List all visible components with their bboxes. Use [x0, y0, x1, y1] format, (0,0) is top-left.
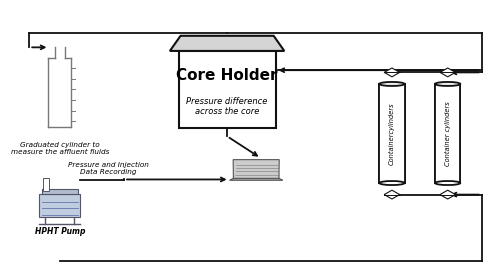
Bar [43, 178, 49, 191]
Polygon shape [384, 190, 400, 199]
Bar [380, 84, 404, 183]
Text: Core Holder: Core Holder [176, 68, 278, 83]
Bar [39, 194, 80, 217]
Ellipse shape [380, 181, 404, 185]
Text: Pressure and Injection
Data Recording: Pressure and Injection Data Recording [68, 162, 148, 175]
Text: HPHT Pump: HPHT Pump [34, 227, 85, 235]
Text: Graduated cylinder to
measure the affluent fluids: Graduated cylinder to measure the afflue… [10, 142, 109, 155]
Text: Pressure difference
across the core: Pressure difference across the core [186, 97, 268, 116]
Polygon shape [230, 178, 283, 180]
Bar [42, 189, 78, 194]
Polygon shape [440, 190, 456, 199]
Ellipse shape [435, 82, 460, 86]
Polygon shape [170, 36, 284, 51]
Bar [435, 84, 460, 183]
Ellipse shape [435, 181, 460, 185]
Polygon shape [233, 160, 279, 178]
Bar [178, 51, 276, 128]
Ellipse shape [380, 82, 404, 86]
Text: Container cylinders: Container cylinders [444, 101, 451, 166]
Polygon shape [384, 68, 400, 77]
Text: Containercylinders: Containercylinders [389, 102, 395, 165]
Polygon shape [440, 68, 456, 77]
